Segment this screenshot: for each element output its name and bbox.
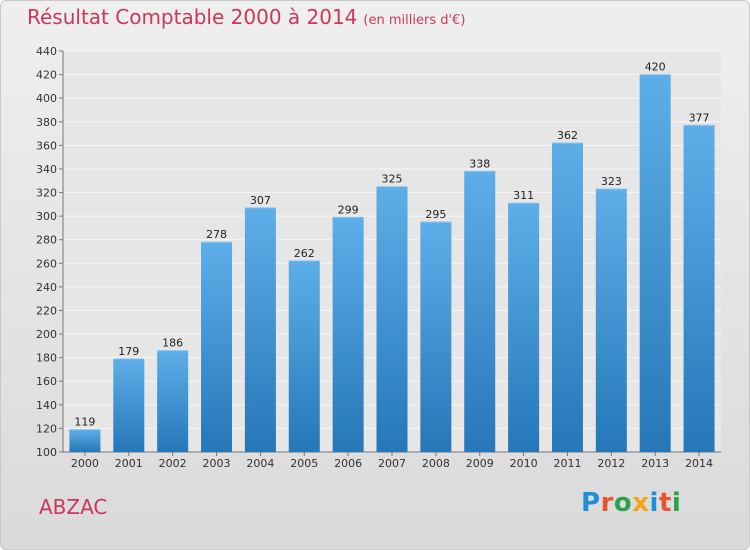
x-tick-label: 2006 — [334, 457, 362, 470]
bar — [332, 217, 364, 452]
data-label: 119 — [74, 416, 95, 429]
bar — [595, 188, 627, 452]
x-tick-label: 2001 — [115, 457, 143, 470]
logo-letter: P — [581, 488, 601, 518]
x-tick-label: 2007 — [378, 457, 406, 470]
y-tick-label: 140 — [36, 399, 57, 412]
y-tick-label: 160 — [36, 375, 57, 388]
bar — [376, 186, 408, 452]
bar — [201, 242, 233, 452]
data-label: 307 — [250, 194, 271, 207]
bar — [69, 429, 101, 452]
y-tick-label: 400 — [36, 92, 57, 105]
chart-title: Résultat Comptable 2000 à 2014 (en millie… — [27, 5, 465, 29]
y-tick-label: 260 — [36, 257, 57, 270]
y-tick-label: 240 — [36, 281, 57, 294]
x-tick-label: 2004 — [246, 457, 274, 470]
x-tick-label: 2009 — [466, 457, 494, 470]
data-label: 311 — [513, 189, 534, 202]
logo-letter: i — [671, 488, 682, 518]
y-tick-label: 360 — [36, 139, 57, 152]
data-label: 299 — [338, 203, 359, 216]
y-tick-label: 320 — [36, 187, 57, 200]
y-tick-label: 440 — [36, 45, 57, 58]
data-label: 420 — [645, 61, 666, 74]
data-label: 323 — [601, 175, 622, 188]
x-tick-label: 2010 — [510, 457, 538, 470]
bar — [157, 350, 189, 452]
bar — [639, 74, 671, 453]
y-tick-label: 280 — [36, 234, 57, 247]
bar — [551, 142, 583, 452]
x-tick-label: 2011 — [553, 457, 581, 470]
proxiti-logo: Proxiti — [581, 488, 681, 518]
data-label: 362 — [557, 129, 578, 142]
bar — [508, 203, 540, 452]
bar — [464, 171, 496, 453]
bar — [244, 207, 276, 452]
data-label: 295 — [425, 208, 446, 221]
data-label: 186 — [162, 337, 183, 350]
data-label: 179 — [118, 345, 139, 358]
y-tick-label: 100 — [36, 446, 57, 459]
y-tick-label: 220 — [36, 304, 57, 317]
data-label: 377 — [689, 111, 710, 124]
x-tick-label: 2014 — [685, 457, 713, 470]
logo-letter: x — [632, 488, 650, 518]
data-label: 325 — [382, 173, 403, 186]
place-name: ABZAC — [39, 495, 108, 519]
logo-letter: t — [658, 488, 672, 518]
bar — [683, 125, 715, 452]
logo-letter: o — [613, 488, 633, 518]
data-label: 338 — [469, 157, 490, 170]
y-tick-label: 300 — [36, 210, 57, 223]
y-tick-label: 340 — [36, 163, 57, 176]
y-tick-label: 200 — [36, 328, 57, 341]
y-tick-label: 180 — [36, 352, 57, 365]
x-tick-label: 2000 — [71, 457, 99, 470]
y-tick-label: 120 — [36, 422, 57, 435]
y-tick-label: 420 — [36, 69, 57, 82]
x-tick-label: 2002 — [159, 457, 187, 470]
data-label: 262 — [294, 247, 315, 260]
bar — [113, 358, 145, 452]
x-tick-label: 2012 — [597, 457, 625, 470]
bar — [420, 222, 452, 452]
chart-title-unit: (en milliers d'€) — [363, 13, 466, 28]
logo-letter: i — [649, 488, 659, 518]
chart-title-text: Résultat Comptable 2000 à 2014 — [27, 5, 358, 29]
bar — [288, 260, 320, 452]
x-tick-label: 2003 — [203, 457, 231, 470]
logo-letter: r — [600, 488, 614, 518]
x-tick-label: 2005 — [290, 457, 318, 470]
x-tick-label: 2008 — [422, 457, 450, 470]
data-label: 278 — [206, 228, 227, 241]
y-tick-label: 380 — [36, 116, 57, 129]
x-tick-label: 2013 — [641, 457, 669, 470]
